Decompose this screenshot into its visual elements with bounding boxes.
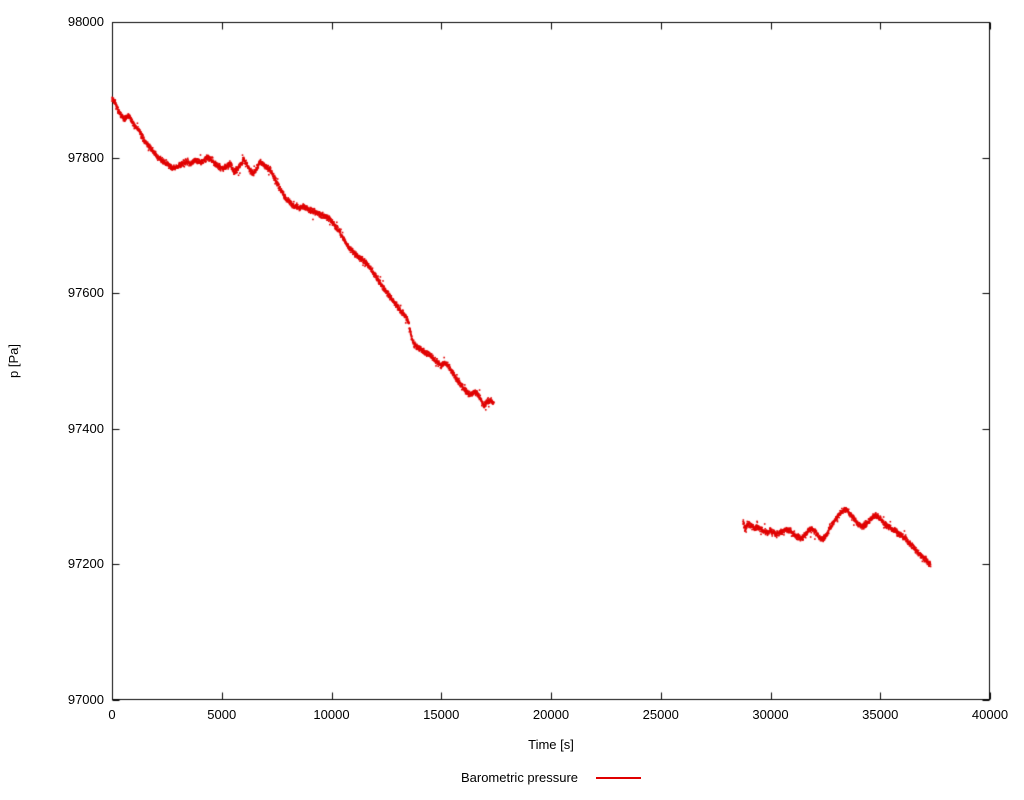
y-tick-label: 97000 [67,692,104,707]
y-tick-label: 97200 [67,556,104,572]
x-tick-label: 15000 [423,707,460,722]
legend: Barometric pressure [112,770,990,785]
legend-label: Barometric pressure [460,770,579,785]
y-tick-label: 97800 [67,149,104,165]
y-tick-label: 97600 [67,285,104,301]
legend-line-sample [596,776,642,779]
x-tick-label: 20000 [532,707,570,722]
y-tick-label: 97400 [67,420,104,436]
x-tick-label: 40000 [971,707,1009,722]
x-tick-label: 25000 [642,707,679,722]
x-tick-label: 10000 [313,707,350,722]
x-axis-title: Time [s] [528,737,574,752]
x-tick-label: 5000 [207,707,237,722]
y-tick-label: 98000 [67,14,104,29]
x-tick-label: 30000 [752,707,789,722]
x-tick-label: 0 [108,707,116,722]
y-axis-title: p [Pa] [6,344,21,378]
x-tick-label: 35000 [862,707,899,722]
